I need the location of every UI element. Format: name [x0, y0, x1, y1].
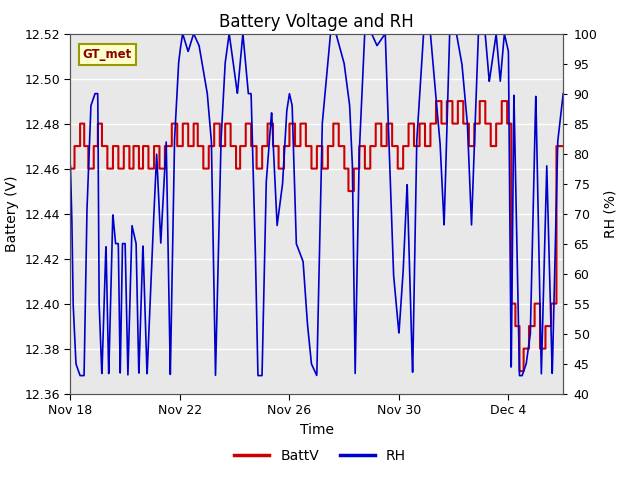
Y-axis label: RH (%): RH (%) [603, 190, 617, 238]
Title: Battery Voltage and RH: Battery Voltage and RH [220, 12, 414, 31]
Text: GT_met: GT_met [83, 48, 132, 61]
Legend: BattV, RH: BattV, RH [229, 443, 411, 468]
X-axis label: Time: Time [300, 422, 334, 437]
Y-axis label: Battery (V): Battery (V) [4, 175, 19, 252]
